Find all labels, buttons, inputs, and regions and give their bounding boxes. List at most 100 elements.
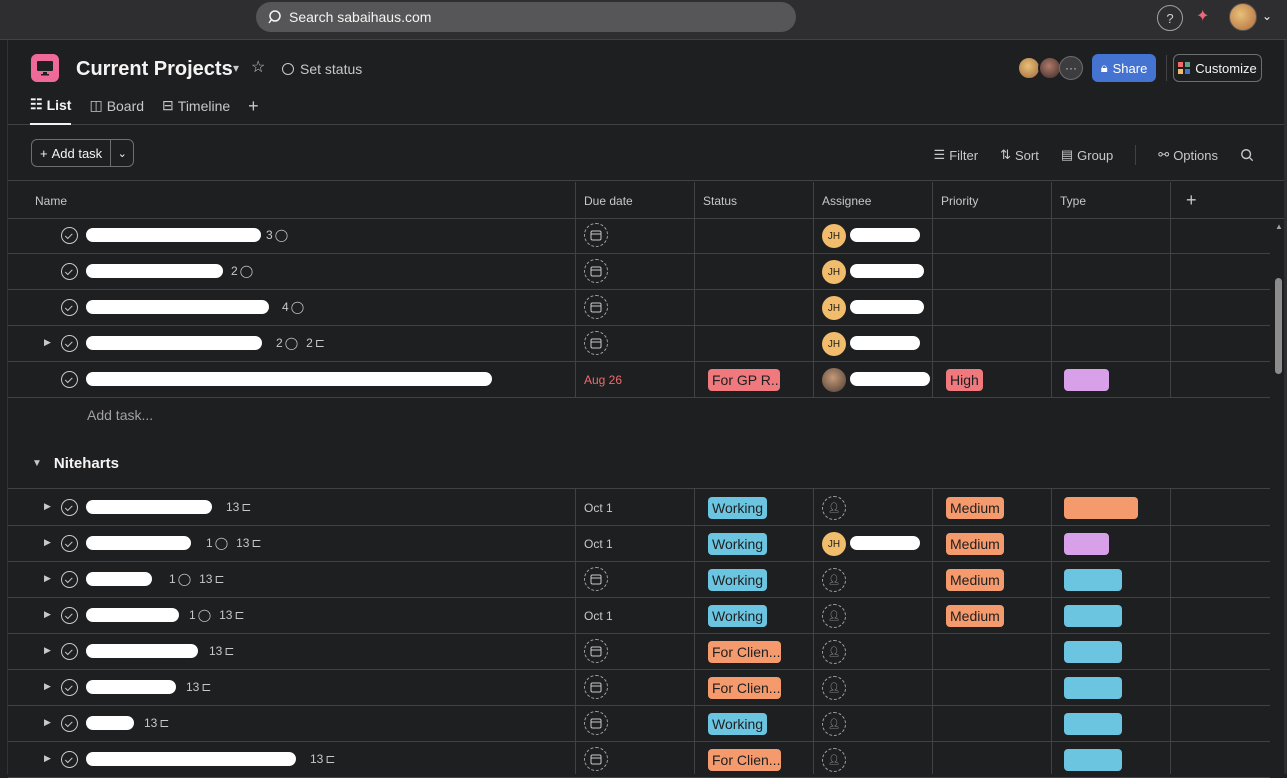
type-badge[interactable] — [1064, 713, 1122, 735]
calendar-icon[interactable] — [584, 675, 608, 699]
star-icon[interactable]: ☆ — [251, 59, 266, 76]
complete-checkbox[interactable] — [61, 715, 78, 732]
expand-triangle-icon[interactable]: ▶ — [44, 717, 51, 727]
task-counts[interactable]: 1 ◯ 13 ⊏ — [169, 572, 225, 586]
comment-count[interactable]: 4 ◯ — [282, 300, 304, 314]
column-status[interactable]: Status — [703, 194, 738, 208]
calendar-icon[interactable] — [584, 331, 608, 355]
add-task-button[interactable]: + Add task ⌄ — [31, 139, 135, 167]
calendar-icon[interactable] — [584, 747, 608, 771]
project-icon[interactable] — [31, 54, 59, 82]
redacted-task-name[interactable] — [86, 264, 223, 278]
due-date[interactable]: Oct 1 — [584, 537, 613, 551]
redacted-task-name[interactable] — [86, 752, 296, 766]
redacted-task-name[interactable] — [86, 536, 191, 550]
due-date[interactable]: Aug 26 — [584, 373, 623, 387]
table-row[interactable]: 3 ◯ JH — [8, 218, 1270, 254]
status-badge[interactable]: For GP R... — [708, 369, 780, 391]
table-row[interactable]: ▶ 1 ◯ 13 ⊏ Working 👤︎ Medium — [8, 562, 1270, 598]
table-row[interactable]: ▶ 13 ⊏ For Clien... 👤︎ — [8, 634, 1270, 670]
table-row[interactable]: 4 ◯ JH — [8, 290, 1270, 326]
type-badge[interactable] — [1064, 369, 1109, 391]
group-button[interactable]: ▤ Group — [1061, 147, 1113, 163]
collapse-triangle-icon[interactable]: ▼ — [32, 458, 42, 469]
redacted-task-name[interactable] — [86, 372, 492, 386]
vertical-scrollbar[interactable]: ▲ — [1274, 222, 1284, 774]
unassigned-avatar-icon[interactable]: 👤︎ — [822, 568, 846, 592]
assignee-avatar[interactable] — [822, 368, 846, 392]
table-row[interactable]: ▶ 13 ⊏ For Clien... 👤︎ — [8, 670, 1270, 706]
type-badge[interactable] — [1064, 749, 1122, 771]
expand-triangle-icon[interactable]: ▶ — [44, 537, 51, 547]
member-avatar[interactable] — [1038, 56, 1062, 80]
type-badge[interactable] — [1064, 569, 1122, 591]
redacted-task-name[interactable] — [86, 500, 212, 514]
complete-checkbox[interactable] — [61, 227, 78, 244]
tab-list[interactable]: ☷ List — [30, 96, 72, 125]
unassigned-avatar-icon[interactable]: 👤︎ — [822, 748, 846, 772]
table-row[interactable]: ▶ 1 ◯ 13 ⊏ Oct 1 Working JH Medium — [8, 526, 1270, 562]
tab-timeline[interactable]: ⊟ Timeline — [162, 96, 230, 125]
complete-checkbox[interactable] — [61, 679, 78, 696]
sort-button[interactable]: ⇅ Sort — [1000, 147, 1039, 163]
subtask-count[interactable]: 13 ⊏ — [144, 716, 169, 730]
complete-checkbox[interactable] — [61, 335, 78, 352]
user-avatar[interactable] — [1229, 3, 1257, 31]
redacted-task-name[interactable] — [86, 644, 198, 658]
column-name[interactable]: Name — [35, 194, 68, 208]
table-row[interactable]: ▶ 13 ⊏ Oct 1 Working 👤︎ Medium — [8, 490, 1270, 526]
redacted-task-name[interactable] — [86, 228, 261, 242]
complete-checkbox[interactable] — [61, 607, 78, 624]
type-badge[interactable] — [1064, 641, 1122, 663]
complete-checkbox[interactable] — [61, 299, 78, 316]
type-badge[interactable] — [1064, 605, 1122, 627]
task-counts[interactable]: 1 ◯ 13 ⊏ — [189, 608, 245, 622]
due-date[interactable]: Oct 1 — [584, 501, 613, 515]
priority-badge[interactable]: Medium — [946, 497, 1004, 519]
status-badge[interactable]: Working — [708, 605, 768, 627]
type-badge[interactable] — [1064, 497, 1138, 519]
calendar-icon[interactable] — [584, 259, 608, 283]
unassigned-avatar-icon[interactable]: 👤︎ — [822, 640, 846, 664]
assignee-avatar[interactable]: JH — [822, 332, 846, 356]
status-badge[interactable]: Working — [708, 533, 768, 555]
redacted-task-name[interactable] — [86, 336, 262, 350]
expand-triangle-icon[interactable]: ▶ — [44, 645, 51, 655]
complete-checkbox[interactable] — [61, 751, 78, 768]
expand-triangle-icon[interactable]: ▶ — [44, 681, 51, 691]
chevron-down-icon[interactable]: ▾ — [233, 61, 240, 75]
unassigned-avatar-icon[interactable]: 👤︎ — [822, 676, 846, 700]
ai-sparkle-icon[interactable]: ✦ — [1196, 8, 1210, 25]
tab-board[interactable]: ◫ Board — [89, 96, 144, 125]
column-type[interactable]: Type — [1060, 194, 1087, 208]
expand-triangle-icon[interactable]: ▶ — [44, 609, 51, 619]
table-row[interactable]: 2 ◯ JH — [8, 254, 1270, 290]
expand-triangle-icon[interactable]: ▶ — [44, 337, 51, 347]
table-row[interactable]: ▶ 13 ⊏ For Clien... 👤︎ — [8, 742, 1270, 778]
subtask-count[interactable]: 13 ⊏ — [310, 752, 335, 766]
calendar-icon[interactable] — [584, 295, 608, 319]
assignee-avatar[interactable]: JH — [822, 224, 846, 248]
more-members-button[interactable]: ··· — [1059, 56, 1083, 80]
unassigned-avatar-icon[interactable]: 👤︎ — [822, 604, 846, 628]
add-column-button[interactable]: + — [1186, 190, 1197, 210]
table-row[interactable]: ▶ 13 ⊏ Working 👤︎ — [8, 706, 1270, 742]
expand-triangle-icon[interactable]: ▶ — [44, 753, 51, 763]
assignee-avatar[interactable]: JH — [822, 260, 846, 284]
unassigned-avatar-icon[interactable]: 👤︎ — [822, 712, 846, 736]
priority-badge[interactable]: Medium — [946, 605, 1004, 627]
calendar-icon[interactable] — [584, 711, 608, 735]
column-assignee[interactable]: Assignee — [822, 194, 872, 208]
type-badge[interactable] — [1064, 533, 1109, 555]
status-badge[interactable]: Working — [708, 497, 768, 519]
search-button[interactable] — [1240, 148, 1254, 162]
complete-checkbox[interactable] — [61, 535, 78, 552]
subtask-count[interactable]: 13 ⊏ — [226, 500, 251, 514]
priority-badge[interactable]: Medium — [946, 569, 1004, 591]
assignee-avatar[interactable]: JH — [822, 532, 846, 556]
task-counts[interactable]: 2 ◯ 2 ⊏ — [276, 336, 325, 350]
comment-count[interactable]: 3 ◯ — [266, 228, 288, 242]
priority-badge[interactable]: Medium — [946, 533, 1004, 555]
calendar-icon[interactable] — [584, 567, 608, 591]
calendar-icon[interactable] — [584, 223, 608, 247]
